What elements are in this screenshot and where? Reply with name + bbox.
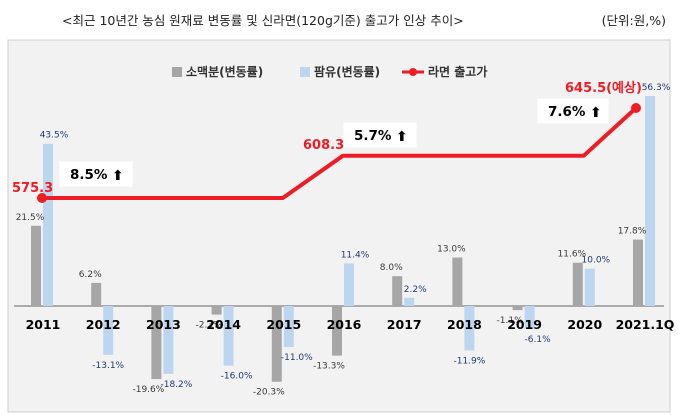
palm-bar-2019	[524, 306, 535, 329]
category-label-2016: 2016	[327, 317, 362, 332]
palm-bar-2013	[163, 306, 174, 374]
palm-label-2016: 11.4%	[341, 250, 370, 260]
wheat-bar-2014	[211, 306, 222, 315]
increase-callout-box-0	[59, 161, 133, 187]
price-point-2011	[37, 193, 47, 203]
palm-bar-2017	[404, 297, 415, 306]
wheat-label-2016: -13.3%	[313, 362, 345, 372]
legend-swatch-palm	[300, 67, 310, 77]
wheat-label-2021.1Q: 17.8%	[618, 227, 647, 237]
wheat-bar-2015	[271, 306, 282, 382]
increase-callout-text-2: 7.6%	[548, 104, 586, 120]
price-label-2016: 608.3	[303, 138, 344, 153]
wheat-bar-2016	[332, 306, 342, 356]
wheat-label-2019: -1.1%	[497, 316, 524, 326]
increase-callout-arrow-2: ⬆	[590, 105, 602, 121]
palm-bar-2011	[43, 143, 53, 306]
price-label-2021.1Q: 645.5(예상)	[565, 80, 642, 96]
category-label-2013: 2013	[146, 317, 181, 332]
increase-callout-arrow-1: ⬆	[396, 129, 408, 145]
palm-bar-2020	[584, 268, 595, 306]
wheat-label-2020: 11.6%	[558, 250, 587, 260]
increase-callout-text-1: 5.7%	[354, 128, 392, 144]
palm-label-2017: 2.2%	[404, 285, 427, 295]
palm-label-2012: -13.1%	[92, 361, 124, 371]
wheat-label-2012: 6.2%	[79, 270, 102, 280]
wheat-bar-2018	[452, 257, 463, 306]
category-label-2019: 2019	[507, 317, 542, 332]
category-label-2015: 2015	[266, 317, 301, 332]
legend-label-palm: 팜유(변동률)	[314, 64, 380, 79]
category-label-2014: 2014	[206, 317, 241, 332]
palm-label-2020: 10.0%	[582, 256, 611, 266]
palm-label-2014: -16.0%	[221, 372, 253, 382]
palm-label-2019: -6.1%	[525, 335, 552, 345]
palm-label-2015: -11.0%	[281, 353, 313, 363]
category-label-2021.1Q: 2021.1Q	[616, 317, 675, 332]
increase-callout-arrow-0: ⬆	[112, 168, 124, 184]
wheat-bar-2020	[572, 262, 583, 306]
wheat-bar-2013	[151, 306, 162, 380]
price-point-2021	[631, 103, 641, 113]
wheat-label-2018: 13.0%	[437, 245, 466, 255]
category-label-2018: 2018	[447, 317, 482, 332]
legend-swatch-wheat	[172, 67, 182, 77]
palm-bar-2015	[283, 306, 294, 348]
increase-callout-text-0: 8.5%	[70, 167, 108, 183]
wheat-label-2015: -20.3%	[253, 388, 285, 398]
wheat-bar-2012	[91, 282, 102, 306]
wheat-bar-2011	[31, 225, 41, 306]
category-label-2020: 2020	[567, 317, 602, 332]
price-line	[42, 106, 638, 200]
palm-bar-2012	[103, 306, 114, 355]
wheat-bar-2019	[512, 306, 523, 311]
category-label-2011: 2011	[26, 317, 61, 332]
wheat-label-2017: 8.0%	[380, 263, 403, 273]
increase-callout-box-2	[537, 98, 609, 124]
legend-marker-price	[409, 68, 417, 76]
wheat-label-2014: -2.3%	[196, 321, 223, 331]
legend-label-wheat: 소맥분(변동률)	[186, 64, 263, 79]
category-label-2012: 2012	[86, 317, 121, 332]
legend-label-price: 라면 출고가	[428, 64, 487, 79]
wheat-label-2013: -19.6%	[132, 385, 164, 395]
palm-label-2011: 43.5%	[40, 131, 69, 141]
palm-bar-2021.1Q	[645, 96, 655, 306]
palm-bar-2018	[464, 306, 475, 351]
palm-label-2018: -11.9%	[453, 356, 485, 366]
category-label-2017: 2017	[387, 317, 422, 332]
palm-bar-2014	[223, 306, 234, 366]
wheat-bar-2021.1Q	[633, 239, 643, 306]
palm-label-2013: -18.2%	[160, 380, 192, 390]
chart-title: <최근 10년간 농심 원재료 변동률 및 신라면(120g기준) 출고가 인상…	[62, 13, 464, 28]
unit-label: (단위:원,%)	[601, 13, 666, 28]
palm-label-2021.1Q: 56.3%	[642, 83, 671, 93]
palm-bar-2016	[344, 263, 354, 306]
wheat-bar-2017	[392, 276, 403, 306]
increase-callout-box-1	[343, 122, 417, 148]
price-label-2011: 575.3	[12, 181, 53, 196]
wheat-label-2011: 21.5%	[16, 213, 45, 223]
